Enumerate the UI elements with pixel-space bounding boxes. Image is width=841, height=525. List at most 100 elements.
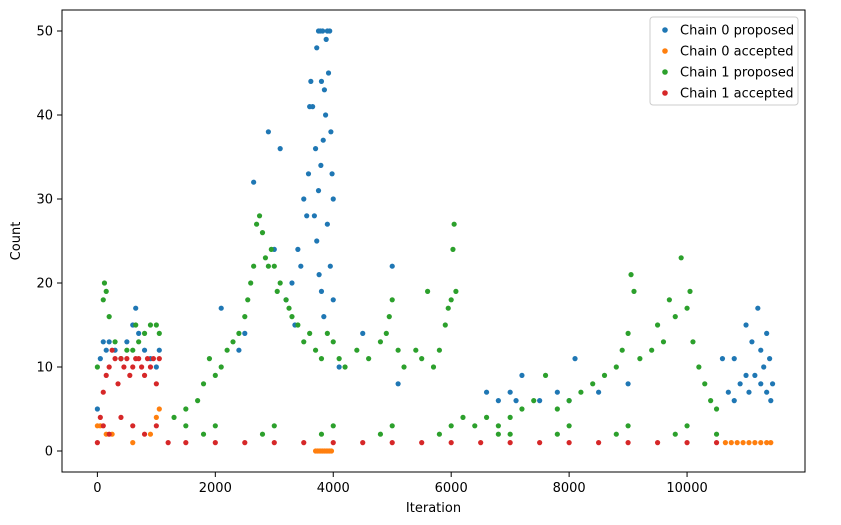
data-point — [236, 347, 242, 353]
x-tick-label: 10000 — [666, 481, 707, 496]
data-point — [769, 381, 776, 387]
data-point — [312, 347, 319, 353]
data-point — [413, 347, 419, 353]
data-point — [419, 356, 425, 362]
data-point — [478, 440, 484, 446]
data-point — [109, 347, 115, 353]
data-point — [578, 389, 584, 395]
data-point — [224, 347, 230, 353]
data-point — [554, 389, 560, 395]
data-point — [318, 288, 325, 294]
data-point — [702, 381, 708, 387]
data-point — [590, 381, 596, 387]
legend-marker — [662, 90, 668, 96]
data-point — [713, 431, 720, 437]
data-point — [537, 440, 543, 446]
data-point — [118, 356, 124, 362]
data-point — [136, 330, 142, 336]
data-point — [654, 322, 661, 328]
legend: Chain 0 proposed Chain 0 accepted Chain 1 … — [649, 16, 799, 106]
data-point — [316, 272, 322, 278]
data-point — [768, 440, 774, 446]
data-point — [389, 297, 395, 303]
data-point — [495, 431, 501, 437]
data-point — [295, 322, 301, 328]
data-point — [212, 440, 218, 446]
data-point — [106, 364, 112, 370]
data-point — [507, 389, 513, 395]
data-point — [613, 364, 619, 370]
data-point — [136, 356, 142, 362]
data-point — [301, 440, 307, 446]
data-point — [147, 322, 154, 328]
data-point — [725, 389, 731, 395]
data-point — [768, 398, 774, 404]
data-point — [719, 356, 726, 362]
data-point — [336, 356, 342, 362]
data-point — [649, 347, 655, 353]
data-point — [100, 339, 106, 345]
data-points — [94, 28, 776, 454]
data-point — [752, 372, 758, 378]
data-point — [746, 389, 752, 395]
y-tick-label: 0 — [45, 445, 53, 460]
data-point — [472, 423, 478, 429]
data-point — [419, 440, 425, 446]
x-tick-label: 8000 — [553, 481, 586, 496]
data-point — [133, 322, 139, 328]
x-axis-label: Iteration — [406, 501, 461, 516]
data-point — [327, 28, 333, 34]
data-point — [118, 414, 124, 420]
data-point — [165, 440, 171, 446]
data-point — [330, 339, 336, 345]
data-point — [625, 330, 631, 336]
data-point — [327, 263, 333, 269]
data-point — [130, 347, 136, 353]
data-point — [329, 171, 335, 177]
data-point — [554, 431, 560, 437]
data-point — [259, 431, 266, 437]
data-point — [389, 263, 395, 269]
data-point — [596, 440, 602, 446]
data-point — [684, 440, 690, 446]
data-point — [324, 221, 330, 227]
data-point — [106, 314, 112, 320]
data-point — [513, 398, 519, 404]
data-point — [153, 414, 159, 420]
data-point — [141, 372, 148, 378]
data-point — [318, 78, 325, 84]
data-point — [156, 406, 162, 412]
data-point — [737, 381, 743, 387]
data-point — [304, 213, 310, 219]
data-point — [171, 414, 177, 420]
data-point — [153, 381, 159, 387]
data-point — [625, 423, 631, 429]
data-point — [596, 389, 602, 395]
data-point — [200, 381, 207, 387]
data-point — [566, 423, 572, 429]
data-point — [749, 339, 755, 345]
data-point — [94, 406, 100, 412]
data-point — [230, 339, 236, 345]
data-point — [495, 398, 501, 404]
data-point — [121, 364, 127, 370]
data-point — [94, 440, 100, 446]
data-point — [289, 314, 295, 320]
data-point — [566, 398, 572, 404]
data-point — [251, 179, 257, 185]
legend-marker — [662, 69, 668, 75]
data-point — [97, 414, 103, 420]
data-point — [678, 255, 684, 261]
data-point — [212, 423, 218, 429]
data-point — [271, 440, 277, 446]
data-point — [206, 356, 213, 362]
series-2 — [94, 213, 720, 437]
data-point — [321, 314, 327, 320]
data-point — [507, 414, 513, 420]
data-point — [106, 431, 112, 437]
data-point — [328, 129, 334, 135]
x-tick-label: 2000 — [199, 481, 232, 496]
data-point — [672, 431, 678, 437]
data-point — [722, 440, 728, 446]
data-point — [218, 305, 224, 311]
